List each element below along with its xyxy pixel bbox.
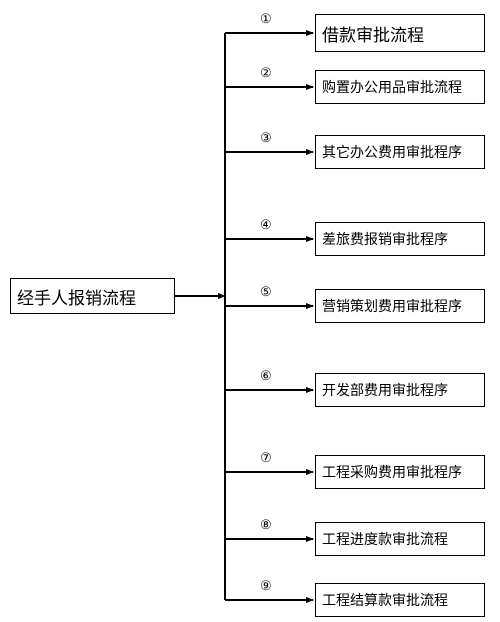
child-label: 工程进度款审批流程 [322,529,448,549]
child-node-7: 工程采购费用审批程序 [315,455,485,489]
branch-number-1: ① [260,11,272,27]
child-label: 其它办公费用审批程序 [322,142,462,162]
branch-number-2: ② [260,65,272,81]
child-node-6: 开发部费用审批程序 [315,373,485,407]
branch-number-9: ⑨ [260,578,272,594]
child-node-8: 工程进度款审批流程 [315,522,485,556]
child-node-4: 差旅费报销审批程序 [315,222,485,256]
branch-number-6: ⑥ [260,368,272,384]
child-label: 工程采购费用审批程序 [322,462,462,482]
branch-number-8: ⑧ [260,517,272,533]
child-label: 开发部费用审批程序 [322,380,448,400]
child-node-2: 购置办公用品审批流程 [315,70,485,104]
branch-number-7: ⑦ [260,450,272,466]
child-node-5: 营销策划费用审批程序 [315,289,485,323]
root-node: 经手人报销流程 [10,278,175,314]
child-label: 营销策划费用审批程序 [322,296,462,316]
child-label: 购置办公用品审批流程 [322,77,462,97]
child-label: 差旅费报销审批程序 [322,229,448,249]
child-node-9: 工程结算款审批流程 [315,583,485,617]
child-node-1: 借款审批流程 [315,14,485,52]
child-label: 借款审批流程 [322,21,424,46]
branch-number-4: ④ [260,217,272,233]
root-label: 经手人报销流程 [17,284,136,309]
branch-number-3: ③ [260,130,272,146]
branch-number-5: ⑤ [260,284,272,300]
child-label: 工程结算款审批流程 [322,590,448,610]
child-node-3: 其它办公费用审批程序 [315,135,485,169]
